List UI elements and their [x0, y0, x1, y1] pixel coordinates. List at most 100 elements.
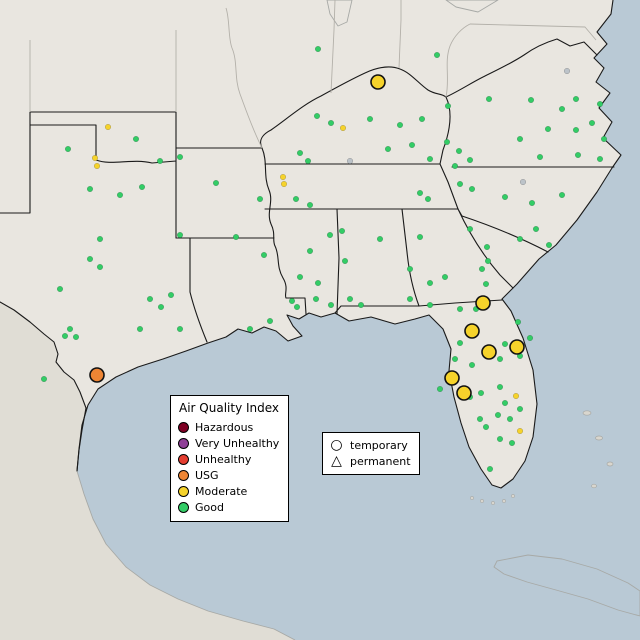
station-marker-good[interactable]	[456, 180, 464, 188]
station-marker-good[interactable]	[64, 145, 72, 153]
station-marker-good[interactable]	[426, 301, 434, 309]
station-marker-good[interactable]	[116, 191, 124, 199]
station-marker-good[interactable]	[341, 257, 349, 265]
station-marker-good[interactable]	[314, 45, 322, 53]
station-marker-good[interactable]	[288, 297, 296, 305]
station-marker-good[interactable]	[232, 233, 240, 241]
station-marker-good[interactable]	[313, 112, 321, 120]
station-marker-good[interactable]	[296, 149, 304, 157]
station-marker-good[interactable]	[312, 295, 320, 303]
station-marker-good[interactable]	[545, 241, 553, 249]
station-marker-good[interactable]	[506, 415, 514, 423]
station-marker-good[interactable]	[482, 280, 490, 288]
station-marker-good[interactable]	[424, 195, 432, 203]
station-marker-good[interactable]	[384, 145, 392, 153]
station-marker-good[interactable]	[466, 225, 474, 233]
station-marker-good[interactable]	[66, 325, 74, 333]
station-marker-good[interactable]	[468, 185, 476, 193]
station-marker-moderate[interactable]	[104, 123, 112, 131]
station-marker-good[interactable]	[146, 295, 154, 303]
station-marker-good[interactable]	[366, 115, 374, 123]
station-marker-moderate[interactable]	[481, 344, 497, 360]
station-marker-good[interactable]	[246, 325, 254, 333]
station-marker-good[interactable]	[426, 279, 434, 287]
station-marker-good[interactable]	[596, 155, 604, 163]
station-marker-good[interactable]	[600, 135, 608, 143]
station-marker-good[interactable]	[572, 126, 580, 134]
station-marker-good[interactable]	[293, 303, 301, 311]
station-marker-good[interactable]	[418, 115, 426, 123]
station-marker-moderate[interactable]	[93, 162, 101, 170]
station-marker-good[interactable]	[596, 100, 604, 108]
station-marker-no-data[interactable]	[563, 67, 571, 75]
station-marker-good[interactable]	[327, 119, 335, 127]
station-marker-good[interactable]	[314, 279, 322, 287]
station-marker-good[interactable]	[416, 189, 424, 197]
station-marker-good[interactable]	[496, 435, 504, 443]
station-marker-good[interactable]	[544, 125, 552, 133]
station-marker-no-data[interactable]	[519, 178, 527, 186]
station-marker-good[interactable]	[260, 251, 268, 259]
station-marker-good[interactable]	[167, 291, 175, 299]
station-marker-good[interactable]	[526, 334, 534, 342]
station-marker-good[interactable]	[451, 162, 459, 170]
station-marker-good[interactable]	[508, 439, 516, 447]
station-marker-good[interactable]	[86, 255, 94, 263]
station-marker-good[interactable]	[346, 295, 354, 303]
station-marker-good[interactable]	[96, 235, 104, 243]
station-marker-good[interactable]	[478, 265, 486, 273]
station-marker-good[interactable]	[456, 305, 464, 313]
station-marker-good[interactable]	[426, 155, 434, 163]
station-marker-good[interactable]	[443, 138, 451, 146]
station-marker-moderate[interactable]	[516, 427, 524, 435]
station-marker-good[interactable]	[456, 339, 464, 347]
station-marker-good[interactable]	[296, 273, 304, 281]
station-marker-good[interactable]	[476, 415, 484, 423]
station-marker-good[interactable]	[40, 375, 48, 383]
station-marker-good[interactable]	[357, 301, 365, 309]
station-marker-good[interactable]	[501, 340, 509, 348]
station-marker-good[interactable]	[396, 121, 404, 129]
station-marker-good[interactable]	[176, 153, 184, 161]
station-marker-moderate[interactable]	[339, 124, 347, 132]
station-marker-moderate[interactable]	[475, 295, 491, 311]
station-marker-good[interactable]	[558, 105, 566, 113]
station-marker-good[interactable]	[572, 95, 580, 103]
station-marker-moderate[interactable]	[91, 154, 99, 162]
station-marker-moderate[interactable]	[280, 180, 288, 188]
station-marker-good[interactable]	[72, 333, 80, 341]
station-marker-good[interactable]	[306, 247, 314, 255]
station-marker-good[interactable]	[501, 399, 509, 407]
station-marker-good[interactable]	[516, 135, 524, 143]
station-marker-good[interactable]	[485, 95, 493, 103]
station-marker-moderate[interactable]	[512, 392, 520, 400]
station-marker-good[interactable]	[477, 389, 485, 397]
station-marker-good[interactable]	[96, 263, 104, 271]
station-marker-good[interactable]	[574, 151, 582, 159]
station-marker-good[interactable]	[338, 227, 346, 235]
station-marker-good[interactable]	[532, 225, 540, 233]
station-marker-good[interactable]	[501, 193, 509, 201]
station-marker-good[interactable]	[56, 285, 64, 293]
station-marker-good[interactable]	[528, 199, 536, 207]
station-marker-moderate[interactable]	[509, 339, 525, 355]
station-marker-good[interactable]	[494, 411, 502, 419]
station-marker-good[interactable]	[306, 201, 314, 209]
station-marker-good[interactable]	[433, 51, 441, 59]
station-marker-good[interactable]	[441, 273, 449, 281]
station-marker-usg[interactable]	[89, 367, 105, 383]
station-marker-good[interactable]	[132, 135, 140, 143]
station-marker-good[interactable]	[516, 405, 524, 413]
station-marker-moderate[interactable]	[464, 323, 480, 339]
station-marker-good[interactable]	[436, 385, 444, 393]
station-marker-good[interactable]	[466, 156, 474, 164]
station-marker-good[interactable]	[176, 325, 184, 333]
station-marker-good[interactable]	[406, 265, 414, 273]
station-marker-good[interactable]	[406, 295, 414, 303]
station-marker-good[interactable]	[416, 233, 424, 241]
station-marker-good[interactable]	[496, 383, 504, 391]
station-marker-good[interactable]	[514, 318, 522, 326]
station-marker-good[interactable]	[496, 355, 504, 363]
station-marker-good[interactable]	[536, 153, 544, 161]
station-marker-no-data[interactable]	[346, 157, 354, 165]
